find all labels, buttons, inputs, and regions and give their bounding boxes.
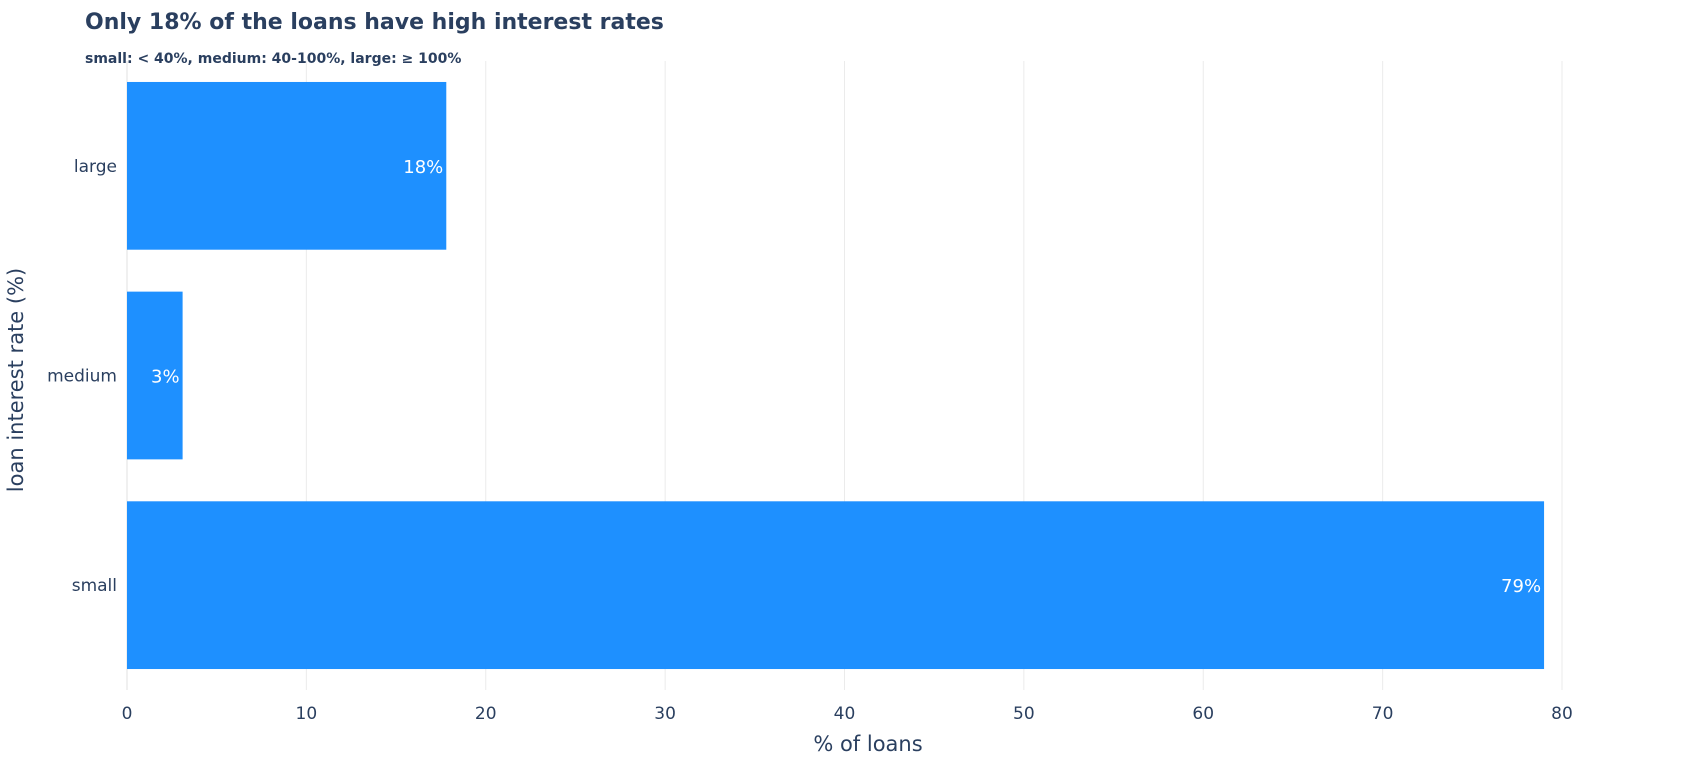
x-tick-label: 20 [475,704,497,724]
y-tick-label-large: large [74,157,117,177]
x-tick-label: 10 [296,704,318,724]
chart-title: Only 18% of the loans have high interest… [85,10,664,35]
x-tick-label: 50 [1013,704,1035,724]
data-label-medium: 3% [151,367,180,388]
bars [127,81,1545,670]
data-labels: 79% 3% 18% [151,157,1541,597]
chart-subtitle: small: < 40%, medium: 40-100%, large: ≥ … [85,51,461,67]
y-axis-ticks: small medium large [47,157,117,596]
x-tick-label: 30 [654,704,676,724]
x-tick-label: 0 [122,704,133,724]
x-axis-title: % of loans [813,732,922,756]
bar-medium [127,291,183,460]
bar-large [127,81,447,250]
x-axis-ticks: 0 10 20 30 40 50 60 70 80 [122,704,1573,724]
y-tick-label-medium: medium [47,367,117,387]
y-axis-title: loan interest rate (%) [4,268,28,492]
data-label-large: 18% [403,157,443,178]
data-label-small: 79% [1501,576,1541,597]
bar-small [127,501,1545,670]
x-tick-label: 40 [834,704,856,724]
x-tick-label: 60 [1192,704,1214,724]
x-tick-label: 80 [1551,704,1573,724]
x-tick-label: 70 [1372,704,1394,724]
y-tick-label-small: small [72,576,117,596]
